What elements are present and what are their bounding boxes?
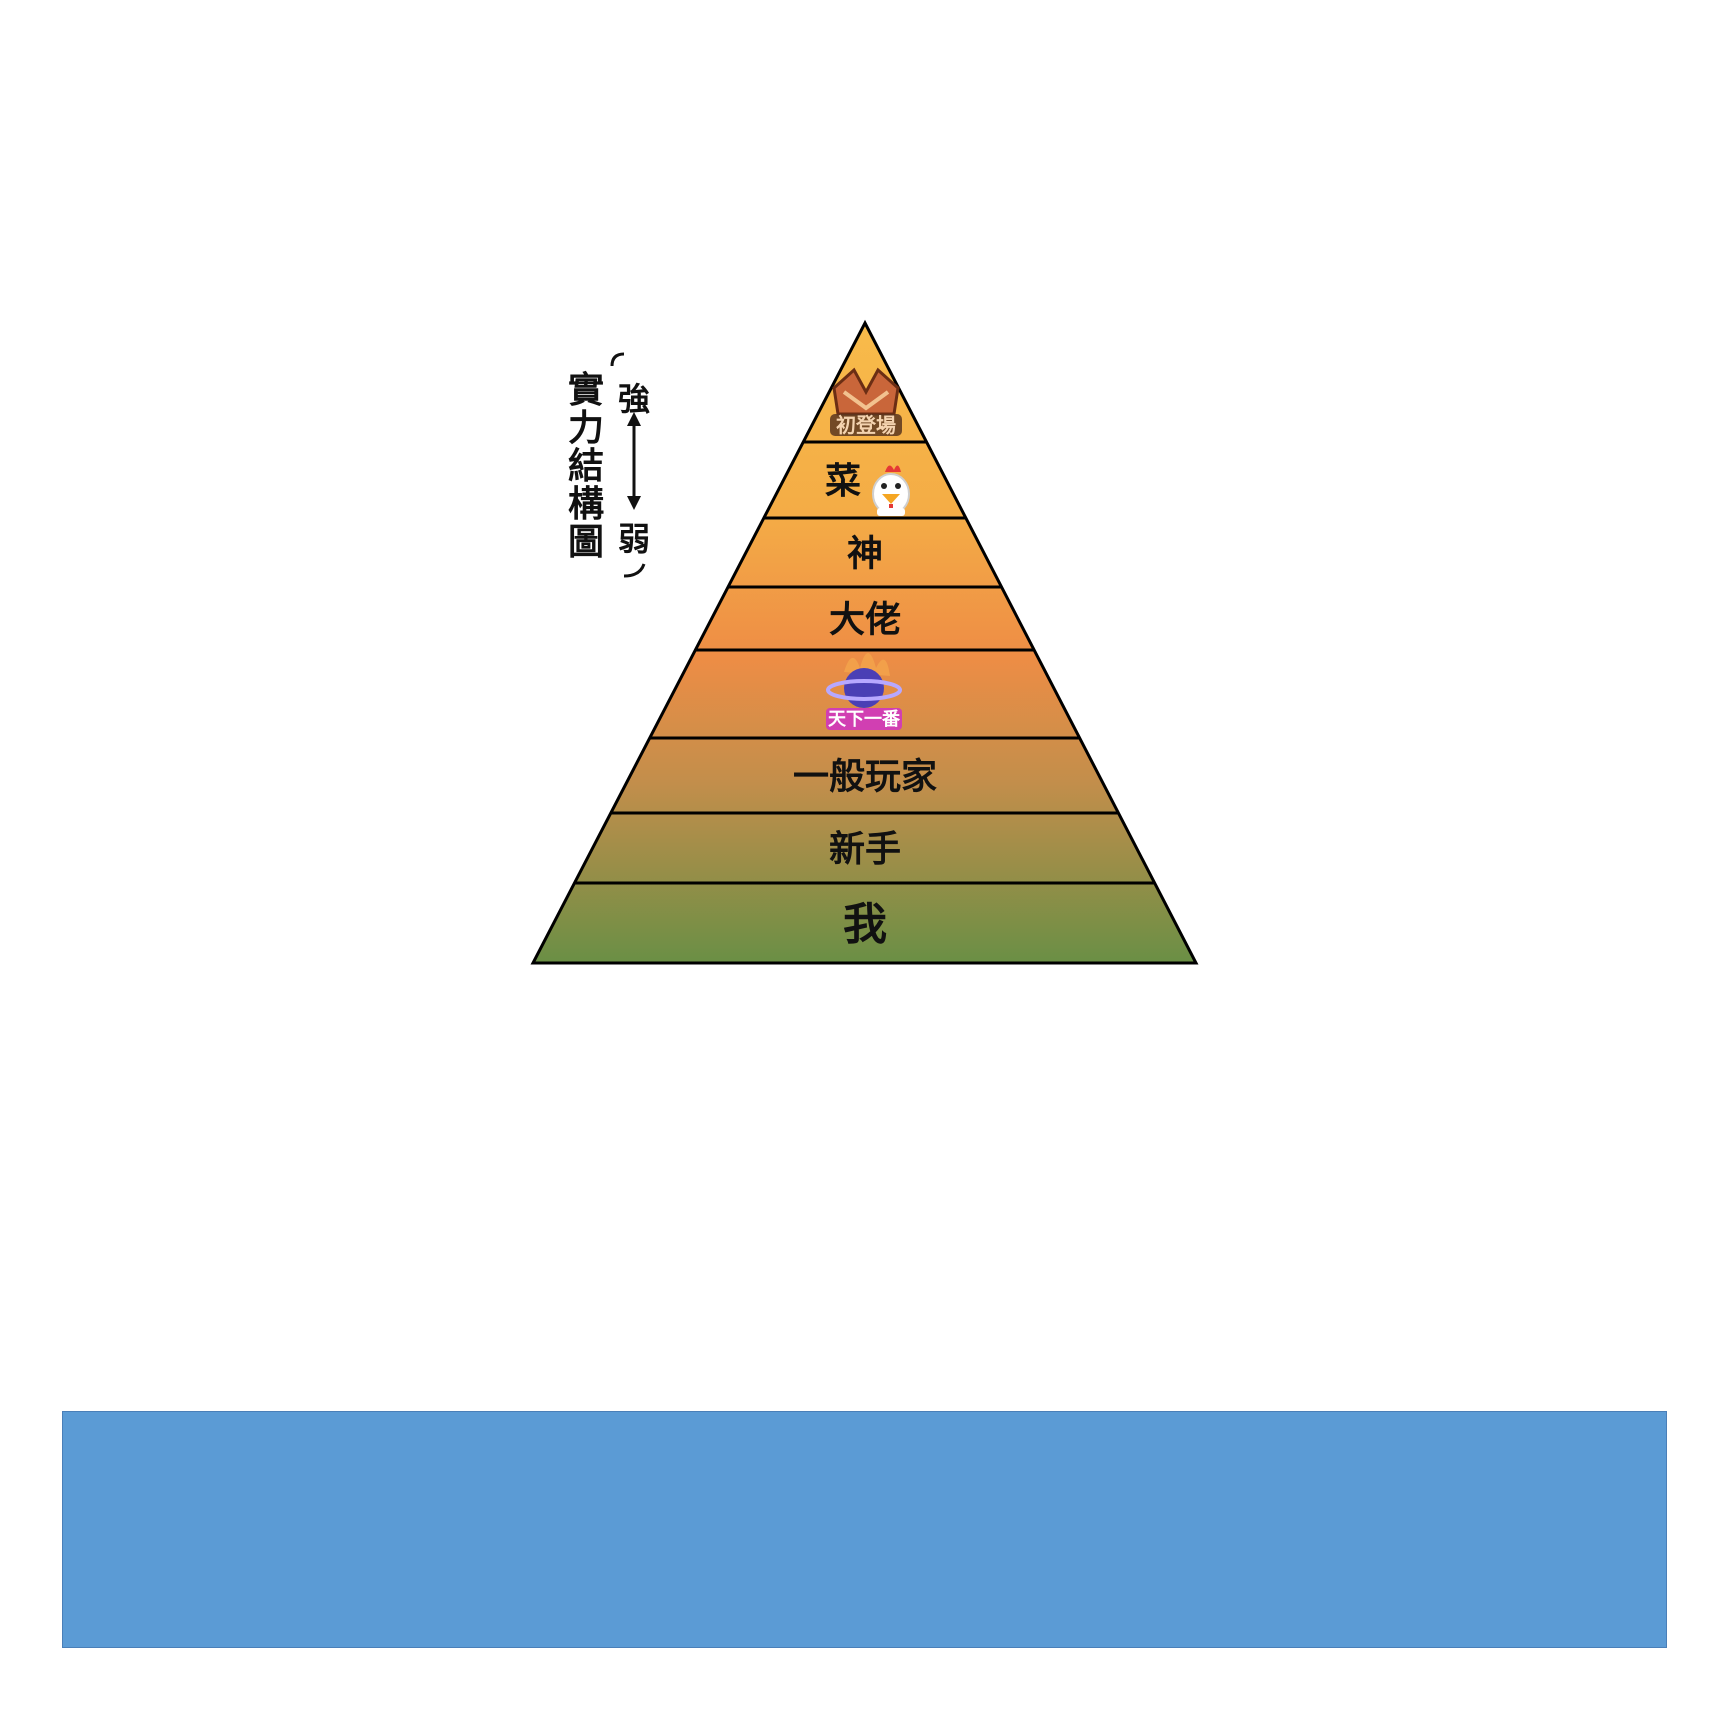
strength-range-indicator: 強 弱 bbox=[610, 352, 654, 578]
shop-badge-icon: 初登場 bbox=[830, 367, 902, 437]
shop-badge-text: 初登場 bbox=[836, 413, 896, 437]
range-bracket-icon bbox=[610, 352, 646, 578]
tier-label: 菜 bbox=[825, 461, 861, 502]
tier-label: 我 bbox=[843, 899, 887, 950]
range-strong-label: 強 bbox=[617, 380, 650, 418]
diagram-title-vertical: 實力結構圖 bbox=[567, 370, 604, 563]
pyramid-body bbox=[530, 319, 1199, 965]
tier-label: 大佬 bbox=[829, 599, 901, 640]
planet-logo-icon: 天下一番 bbox=[826, 653, 902, 730]
tier-label: 新手 bbox=[829, 829, 901, 870]
tier-label: 一般玩家 bbox=[793, 756, 937, 797]
planet-logo-text: 天下一番 bbox=[828, 709, 901, 730]
bottom-blue-box bbox=[62, 1411, 1667, 1648]
chicken-icon bbox=[872, 465, 910, 516]
tier-label: 神 bbox=[847, 533, 883, 574]
range-weak-label: 弱 bbox=[617, 520, 650, 558]
